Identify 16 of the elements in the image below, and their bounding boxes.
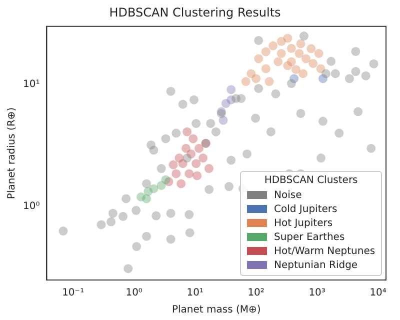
legend-label: Hot/Warm Neptunes [274, 246, 376, 256]
x-tick-label: 10⁴ [370, 288, 386, 299]
x-tick-label: 10⁰ [126, 288, 142, 299]
legend-title: HDBSCAN Clusters [263, 175, 359, 186]
x-tick-label: 10¹ [186, 288, 204, 299]
legend-label: Neptunian Ridge [274, 260, 358, 270]
legend-label: Cold Jupiters [274, 204, 338, 214]
x-tick-label: 10³ [308, 288, 326, 299]
legend-label: Hot Jupiters [274, 218, 333, 228]
x-tick-label: 10⁻¹ [62, 288, 84, 299]
chart-title: HDBSCAN Clustering Results [109, 5, 281, 20]
x-tick-label: 10² [248, 288, 264, 299]
legend-label: Noise [274, 190, 302, 200]
y-axis-title: Planet radius (R⊕) [6, 107, 18, 200]
legend-label: Super Earthes [274, 232, 345, 242]
x-axis-title: Planet mass (M⊕) [172, 304, 261, 316]
